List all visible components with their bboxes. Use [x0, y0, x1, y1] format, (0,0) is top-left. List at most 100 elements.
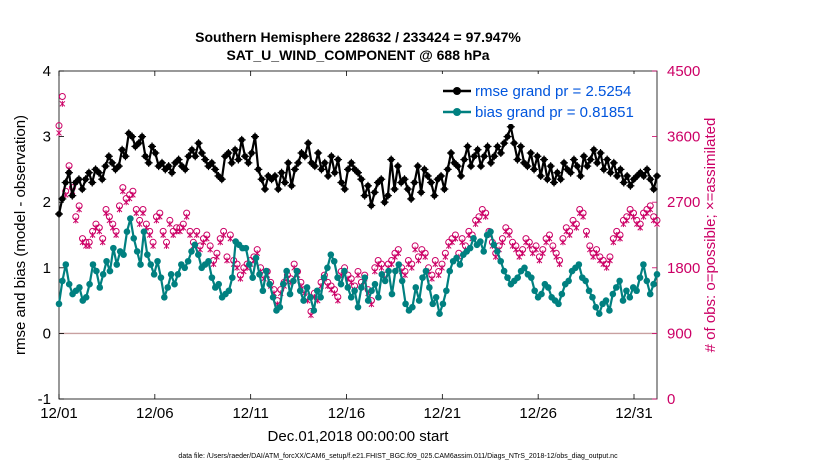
rmse-point [284, 158, 293, 167]
bias-point [527, 274, 535, 281]
bias-point [422, 267, 430, 275]
bias-point [82, 294, 90, 301]
rmse-point [164, 162, 173, 171]
legend-bias-marker [453, 108, 461, 116]
bias-point [456, 261, 464, 268]
bias-point [412, 284, 420, 291]
bias-point [59, 277, 66, 285]
rmse-point [197, 149, 206, 157]
rmse-point [327, 152, 336, 161]
y2-tick-label: 0 [667, 391, 675, 408]
obs-assimilated-point [234, 264, 240, 271]
obs-assimilated-point [617, 235, 623, 242]
rmse-point [589, 145, 598, 154]
rmse-point [516, 142, 525, 151]
rmse-point [586, 155, 595, 164]
bias-point [164, 284, 172, 291]
bias-point [171, 280, 178, 288]
rmse-point [174, 155, 183, 164]
bias-point [344, 284, 352, 291]
x-tick-label: 12/31 [615, 405, 653, 422]
rmse-point [599, 165, 608, 174]
bias-point [446, 267, 454, 275]
bias-point [500, 267, 508, 275]
rmse-point [596, 149, 605, 157]
obs-assimilated-point [533, 246, 539, 253]
rmse-point [513, 155, 522, 164]
bias-point [368, 287, 375, 295]
rmse-point [566, 168, 575, 177]
bias-point [419, 274, 426, 281]
rmse-point [370, 188, 379, 197]
bias-point [324, 264, 331, 272]
chart-title-line2: SAT_U_WIND_COMPONENT @ 688 hPa [226, 47, 489, 63]
bias-point [497, 257, 505, 265]
bias-point [347, 294, 355, 301]
bias-point [602, 297, 610, 304]
bias-point [259, 287, 267, 295]
rmse-point [443, 165, 452, 174]
rmse-point [473, 145, 482, 154]
obs-assimilated-point [334, 297, 341, 304]
rmse-point [187, 145, 196, 154]
obs-assimilated-point [550, 246, 556, 253]
bias-point [436, 310, 443, 318]
bias-point [161, 294, 168, 301]
obs-assimilated-point [193, 232, 200, 238]
obs-assimilated-point [546, 235, 553, 242]
bias-point [269, 294, 277, 301]
rmse-point [167, 168, 176, 177]
obs-assimilated-point [183, 213, 190, 220]
obs-assimilated-point [408, 264, 415, 271]
rmse-point [380, 198, 389, 207]
bias-point [252, 254, 260, 262]
bias-point [266, 280, 273, 288]
rmse-point [447, 149, 456, 157]
rmse-point [400, 175, 409, 184]
rmse-point [207, 158, 216, 167]
rmse-point [254, 165, 263, 174]
x-tick-label: 12/06 [136, 405, 174, 422]
bias-point [55, 300, 63, 308]
rmse-point [393, 162, 402, 171]
bias-point [86, 280, 93, 288]
obs-assimilated-point [476, 217, 482, 224]
bias-point [334, 274, 341, 281]
rmse-point [579, 152, 588, 161]
rmse-point [510, 139, 519, 148]
bias-point [110, 244, 117, 252]
rmse-point [144, 158, 153, 167]
rmse-point [84, 168, 93, 177]
rmse-point [101, 162, 110, 171]
bias-point [531, 287, 538, 295]
bias-point [96, 284, 104, 291]
rmse-point [653, 171, 661, 180]
y2-tick-label: 1800 [667, 260, 700, 277]
rmse-point [430, 191, 439, 200]
bias-point [317, 294, 324, 301]
rmse-point [151, 149, 160, 157]
obs-assimilated-point [536, 257, 543, 264]
rmse-point [367, 201, 376, 210]
obs-assimilated-point [526, 242, 533, 249]
obs-assimilated-point [388, 261, 395, 268]
bias-point [296, 287, 304, 295]
obs-assimilated-point [59, 100, 66, 107]
bias-point [395, 261, 403, 268]
bias-point [303, 284, 311, 291]
bias-point [364, 297, 372, 304]
x-axis-label: Dec.01,2018 00:00:00 start [268, 428, 450, 445]
y2-tick-label: 2700 [667, 194, 700, 211]
bias-point [609, 290, 617, 298]
obs-assimilated-point [603, 264, 610, 271]
obs-assimilated-point [156, 213, 163, 220]
obs-assimilated-point [435, 272, 442, 279]
rmse-point [157, 158, 166, 167]
obs-assimilated-point [72, 217, 79, 224]
bias-point [490, 241, 498, 249]
bias-point [195, 251, 202, 258]
obs-assimilated-point [76, 206, 83, 213]
bias-point [392, 267, 399, 275]
bias-point [337, 280, 345, 288]
bias-point [249, 274, 256, 281]
